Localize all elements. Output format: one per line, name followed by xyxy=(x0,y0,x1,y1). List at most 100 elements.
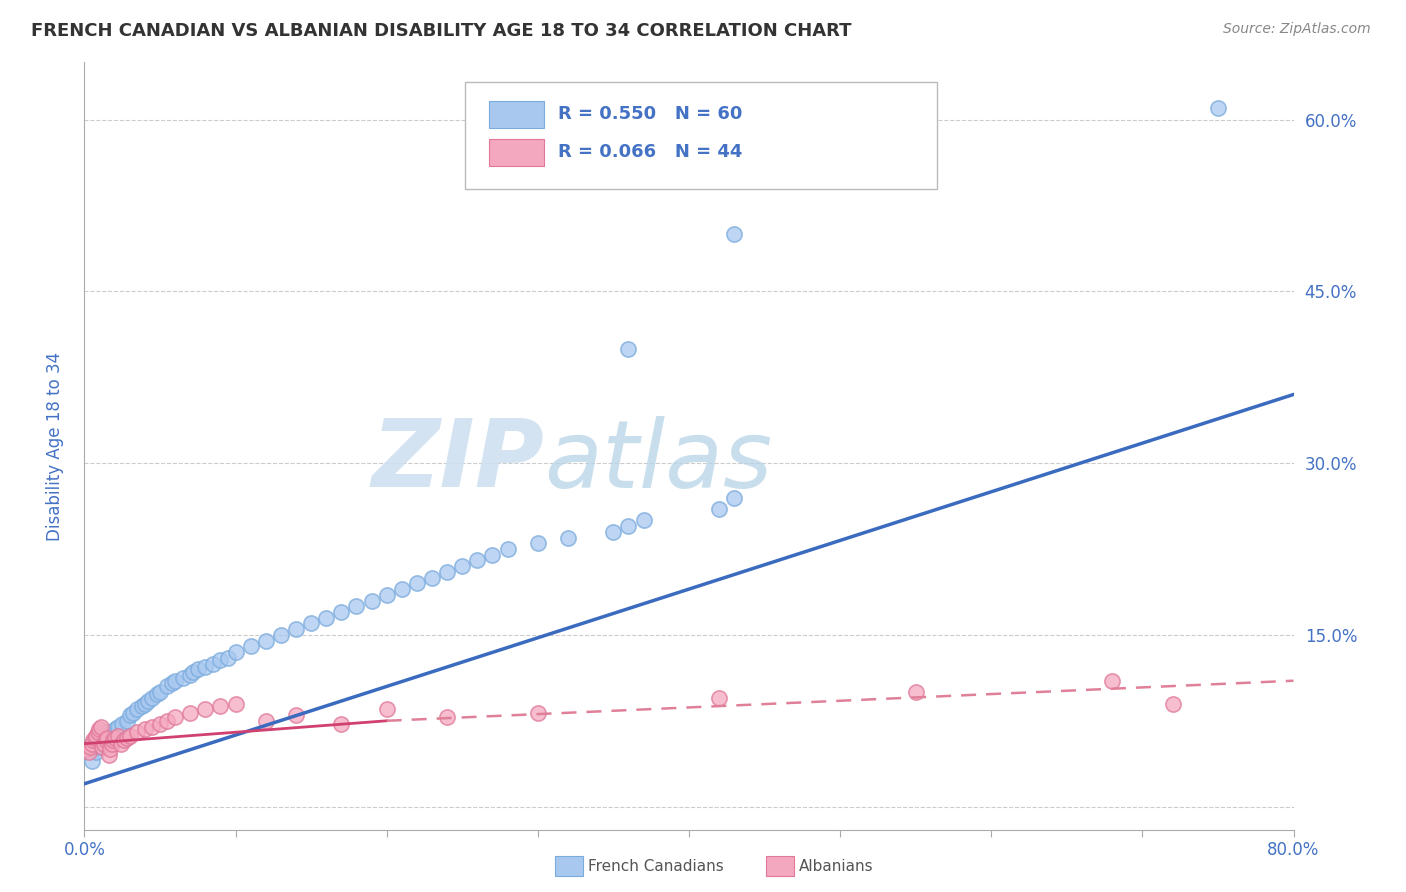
Point xyxy=(181,665,204,679)
Point xyxy=(80,737,103,751)
Point xyxy=(270,628,292,642)
Point xyxy=(1206,101,1229,115)
Point xyxy=(165,710,187,724)
Point xyxy=(346,599,368,614)
Point xyxy=(104,722,127,736)
Point xyxy=(557,531,579,545)
Point xyxy=(86,729,108,743)
Point xyxy=(156,680,179,694)
Point xyxy=(107,719,129,733)
Point xyxy=(217,650,239,665)
Point xyxy=(239,640,262,654)
Point xyxy=(118,708,141,723)
Point xyxy=(149,717,172,731)
Point xyxy=(1101,673,1123,688)
FancyBboxPatch shape xyxy=(465,81,936,189)
Point xyxy=(97,731,120,745)
Point xyxy=(118,729,141,743)
Point xyxy=(187,662,209,676)
Point xyxy=(160,676,183,690)
Text: French Canadians: French Canadians xyxy=(588,859,724,873)
Point xyxy=(149,685,172,699)
Point xyxy=(134,697,156,711)
Point xyxy=(94,733,117,747)
Text: ZIP: ZIP xyxy=(371,416,544,508)
Point xyxy=(375,702,398,716)
Point xyxy=(134,722,156,736)
Text: Albanians: Albanians xyxy=(799,859,873,873)
Point xyxy=(127,725,149,739)
Y-axis label: Disability Age 18 to 34: Disability Age 18 to 34 xyxy=(45,351,63,541)
Point xyxy=(91,740,114,755)
Point xyxy=(127,702,149,716)
Point xyxy=(179,706,201,720)
Point xyxy=(141,690,163,705)
Point xyxy=(436,710,458,724)
Point xyxy=(87,725,110,739)
Point xyxy=(285,622,308,636)
Point xyxy=(97,748,120,763)
Text: atlas: atlas xyxy=(544,416,772,507)
Point xyxy=(115,731,138,745)
Point xyxy=(101,733,124,747)
Point xyxy=(93,733,115,747)
Point xyxy=(104,731,127,745)
Point xyxy=(100,737,122,751)
Text: FRENCH CANADIAN VS ALBANIAN DISABILITY AGE 18 TO 34 CORRELATION CHART: FRENCH CANADIAN VS ALBANIAN DISABILITY A… xyxy=(31,22,852,40)
Point xyxy=(617,342,640,356)
Point xyxy=(723,227,745,242)
Point xyxy=(602,524,624,539)
Point xyxy=(84,731,107,745)
Point xyxy=(111,717,134,731)
Point xyxy=(299,616,322,631)
Point xyxy=(91,731,114,745)
Point xyxy=(89,722,111,736)
Point xyxy=(165,673,187,688)
Point xyxy=(80,754,103,768)
Point xyxy=(225,697,247,711)
Point xyxy=(112,733,135,747)
Point xyxy=(225,645,247,659)
Point xyxy=(527,706,550,720)
Point xyxy=(375,588,398,602)
Point xyxy=(89,740,111,755)
Point xyxy=(121,706,143,720)
Point xyxy=(496,542,519,557)
Point xyxy=(904,685,927,699)
Point xyxy=(79,740,101,755)
Point xyxy=(156,714,179,728)
Point xyxy=(146,688,169,702)
Point xyxy=(172,672,194,686)
Point xyxy=(254,633,277,648)
Point xyxy=(194,660,217,674)
Point xyxy=(406,576,429,591)
Point xyxy=(136,694,159,708)
Point xyxy=(82,733,104,747)
Point xyxy=(315,611,337,625)
Point xyxy=(115,714,138,728)
Point xyxy=(709,502,731,516)
Point xyxy=(98,742,121,756)
Point xyxy=(76,742,98,756)
Point xyxy=(141,719,163,733)
Point xyxy=(481,548,503,562)
Point xyxy=(179,668,201,682)
Point xyxy=(96,731,118,745)
Point xyxy=(1161,697,1184,711)
Point xyxy=(84,737,107,751)
Bar xyxy=(489,101,544,128)
Point xyxy=(285,708,308,723)
Point xyxy=(330,717,353,731)
Point xyxy=(86,745,108,759)
Point xyxy=(391,582,413,596)
Point xyxy=(131,698,153,713)
Point xyxy=(90,719,112,733)
Point xyxy=(100,729,122,743)
Point xyxy=(330,605,353,619)
Point xyxy=(77,745,100,759)
Point xyxy=(194,702,217,716)
Point xyxy=(96,725,118,739)
Point xyxy=(209,698,232,713)
Point xyxy=(467,553,489,567)
Text: Source: ZipAtlas.com: Source: ZipAtlas.com xyxy=(1223,22,1371,37)
